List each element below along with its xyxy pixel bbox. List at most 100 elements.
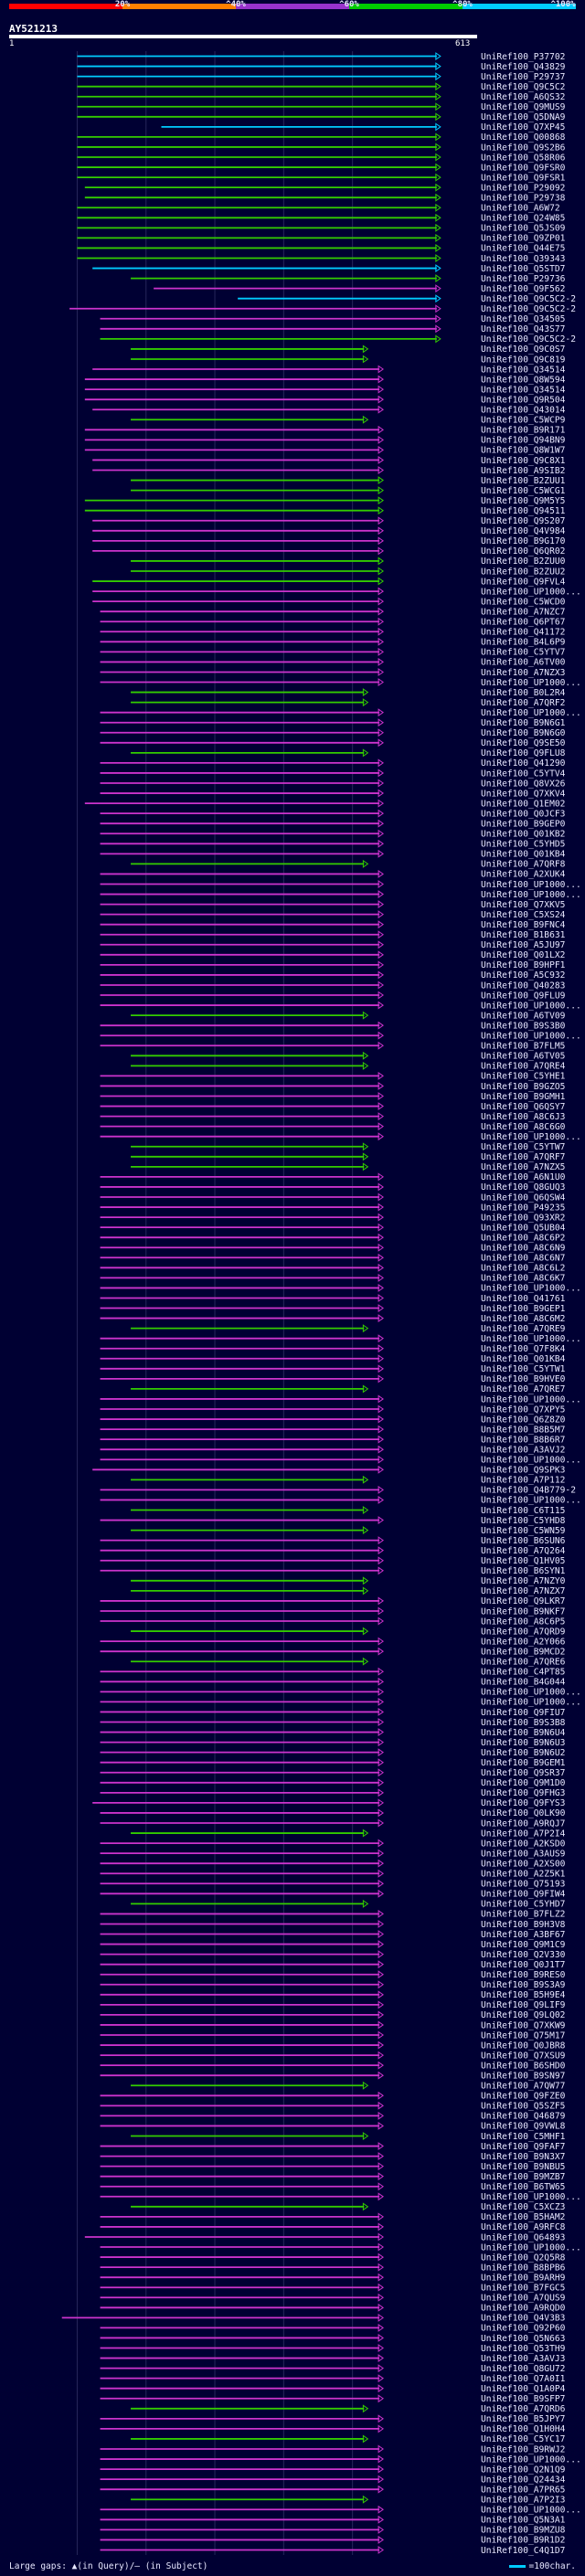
hit-label[interactable]: UniRef100_Q8GUQ3 (481, 1182, 566, 1193)
hit-label[interactable]: UniRef100_B7FLZ2 (481, 1910, 565, 1920)
hit-label[interactable]: UniRef100_Q7F8K4 (481, 1344, 566, 1354)
hit-label[interactable]: UniRef100_Q2Q5R8 (481, 2253, 566, 2263)
hit-label[interactable]: UniRef100_B5JPY7 (481, 2414, 566, 2424)
hit-label[interactable]: UniRef100_Q9FIW4 (481, 1890, 566, 1900)
hit-label[interactable]: UniRef100_B9NKF7 (481, 1606, 566, 1617)
hit-label[interactable]: UniRef100_Q9S2B6 (481, 143, 566, 153)
hit-label[interactable]: UniRef100_Q8VX26 (481, 779, 566, 789)
hit-label[interactable]: UniRef100_A3AVJ3 (481, 2354, 566, 2364)
hit-label[interactable]: UniRef100_Q4B779-2 (481, 1486, 576, 1496)
hit-label[interactable]: UniRef100_Q9LKR7 (481, 1596, 566, 1606)
hit-label[interactable]: UniRef100_Q4V3B3 (481, 2314, 566, 2324)
hit-label[interactable]: UniRef100_B9N6G0 (481, 728, 566, 738)
hit-label[interactable]: UniRef100_C5MHF1 (481, 2132, 566, 2142)
hit-label[interactable]: UniRef100_Q9C8X1 (481, 456, 566, 466)
hit-label[interactable]: UniRef100_A8C6K7 (481, 1274, 566, 1284)
hit-label[interactable]: UniRef100_Q7XPY5 (481, 1405, 565, 1415)
hit-label[interactable]: UniRef100_Q9MUS9 (481, 102, 566, 112)
hit-label[interactable]: UniRef100_Q24W85 (481, 214, 565, 224)
hit-label[interactable]: UniRef100_B5H9E4 (481, 1990, 566, 2000)
hit-label[interactable]: UniRef100_A7QRF8 (481, 860, 566, 870)
hit-label[interactable]: UniRef100_C6T115 (481, 1506, 565, 1516)
hit-label[interactable]: UniRef100_Q5UB04 (481, 1223, 566, 1233)
hit-label[interactable]: UniRef100_A8C6P5 (481, 1617, 565, 1627)
hit-label[interactable]: UniRef100_Q5DNA9 (481, 112, 566, 122)
hit-label[interactable]: UniRef100_UP1000... (481, 2192, 581, 2202)
hit-label[interactable]: UniRef100_A8C6M2 (481, 1314, 565, 1324)
hit-label[interactable]: UniRef100_Q9SPK3 (481, 1466, 566, 1476)
hit-label[interactable]: UniRef100_A8C6N7 (481, 1254, 566, 1264)
hit-label[interactable]: UniRef100_Q58R06 (481, 153, 566, 163)
hit-label[interactable]: UniRef100_P29737 (481, 72, 566, 82)
hit-label[interactable]: UniRef100_Q5N3A1 (481, 2516, 566, 2526)
hit-label[interactable]: UniRef100_Q9FIU7 (481, 1708, 566, 1718)
hit-label[interactable]: UniRef100_B5HAM2 (481, 2212, 565, 2222)
hit-label[interactable]: UniRef100_Q43829 (481, 62, 566, 72)
hit-label[interactable]: UniRef100_A2Y066 (481, 1637, 566, 1647)
hit-label[interactable]: UniRef100_C5YTW7 (481, 1142, 566, 1152)
hit-label[interactable]: UniRef100_A8C6L2 (481, 1264, 565, 1274)
hit-label[interactable]: UniRef100_A7P2I4 (481, 1829, 566, 1839)
hit-label[interactable]: UniRef100_A7QRE9 (481, 1324, 566, 1334)
hit-label[interactable]: UniRef100_Q9C5C2-2 (481, 334, 576, 345)
hit-label[interactable]: UniRef100_UP1000... (481, 890, 581, 900)
hit-label[interactable]: UniRef100_Q9C5C2 (481, 82, 565, 92)
hit-label[interactable]: UniRef100_A5C932 (481, 970, 565, 981)
hit-label[interactable]: UniRef100_B9H3V8 (481, 1920, 566, 1930)
hit-label[interactable]: UniRef100_Q5N663 (481, 2334, 566, 2344)
hit-label[interactable]: UniRef100_A6TV00 (481, 658, 566, 668)
hit-label[interactable]: UniRef100_Q9FYS3 (481, 1798, 566, 1808)
hit-label[interactable]: UniRef100_Q43S77 (481, 324, 566, 334)
hit-label[interactable]: UniRef100_C5YTW1 (481, 1364, 566, 1374)
hit-label[interactable]: UniRef100_UP1000... (481, 2242, 581, 2253)
hit-label[interactable]: UniRef100_P37702 (481, 52, 565, 62)
hit-label[interactable]: UniRef100_C4Q1D7 (481, 2546, 566, 2556)
hit-label[interactable]: UniRef100_A7NZX5 (481, 1162, 565, 1172)
hit-label[interactable]: UniRef100_Q39343 (481, 254, 566, 264)
hit-label[interactable]: UniRef100_Q5STD7 (481, 264, 566, 274)
hit-label[interactable]: UniRef100_B6SUN6 (481, 1536, 566, 1546)
hit-label[interactable]: UniRef100_B9N6G1 (481, 718, 566, 728)
hit-label[interactable]: UniRef100_B7FGC5 (481, 2284, 565, 2294)
hit-label[interactable]: UniRef100_B8B5M7 (481, 1425, 566, 1435)
hit-label[interactable]: UniRef100_Q01KB4 (481, 1354, 566, 1364)
hit-label[interactable]: UniRef100_A7QRF7 (481, 1152, 566, 1162)
hit-label[interactable]: UniRef100_B9SN97 (481, 2072, 566, 2082)
hit-label[interactable]: UniRef100_B9SFP7 (481, 2394, 566, 2404)
hit-label[interactable]: UniRef100_UP1000... (481, 1001, 581, 1011)
hit-label[interactable]: UniRef100_A7NZY0 (481, 1576, 566, 1586)
hit-label[interactable]: UniRef100_B9MZB7 (481, 2172, 566, 2182)
hit-label[interactable]: UniRef100_C5YHE1 (481, 1072, 566, 1082)
hit-label[interactable]: UniRef100_Q75M17 (481, 2030, 566, 2041)
hit-label[interactable]: UniRef100_A7NZC7 (481, 607, 566, 617)
hit-label[interactable]: UniRef100_Q1H0H4 (481, 2424, 566, 2434)
hit-label[interactable]: UniRef100_Q2N1Q9 (481, 2465, 566, 2475)
hit-label[interactable]: UniRef100_B9N3X7 (481, 2152, 566, 2162)
hit-label[interactable]: UniRef100_B9FNC4 (481, 920, 566, 930)
hit-label[interactable]: UniRef100_Q9C5C2-2 (481, 294, 576, 304)
hit-label[interactable]: UniRef100_Q41761 (481, 1294, 566, 1304)
hit-label[interactable]: UniRef100_B9GEM1 (481, 1758, 566, 1768)
hit-label[interactable]: UniRef100_B6TW65 (481, 2182, 565, 2192)
hit-label[interactable]: UniRef100_Q9SR37 (481, 1768, 566, 1778)
hit-label[interactable]: UniRef100_C5XS24 (481, 910, 566, 920)
hit-label[interactable]: UniRef100_Q01KB2 (481, 830, 565, 840)
hit-label[interactable]: UniRef100_Q9LIF9 (481, 2000, 566, 2010)
hit-label[interactable]: UniRef100_Q4V984 (481, 526, 566, 536)
hit-label[interactable]: UniRef100_Q9SE50 (481, 738, 566, 748)
hit-label[interactable]: UniRef100_Q5JS09 (481, 224, 566, 234)
hit-label[interactable]: UniRef100_C5WN59 (481, 1526, 566, 1536)
hit-label[interactable]: UniRef100_Q24434 (481, 2475, 566, 2485)
hit-label[interactable]: UniRef100_A9RFC8 (481, 2222, 566, 2232)
hit-label[interactable]: UniRef100_C5YTV7 (481, 648, 566, 658)
hit-label[interactable]: UniRef100_Q9R504 (481, 395, 566, 405)
hit-label[interactable]: UniRef100_A7QUS9 (481, 2294, 566, 2304)
hit-label[interactable]: UniRef100_B6SHD0 (481, 2061, 566, 2071)
hit-label[interactable]: UniRef100_B9G170 (481, 536, 566, 546)
hit-label[interactable]: UniRef100_Q01KB4 (481, 850, 566, 860)
hit-label[interactable]: UniRef100_Q6QSW4 (481, 1193, 566, 1203)
hit-label[interactable]: UniRef100_Q43014 (481, 406, 566, 416)
hit-label[interactable]: UniRef100_B9S3B0 (481, 1021, 566, 1031)
hit-label[interactable]: UniRef100_A3BF67 (481, 1930, 566, 1940)
hit-label[interactable]: UniRef100_Q7XSU9 (481, 2051, 566, 2061)
